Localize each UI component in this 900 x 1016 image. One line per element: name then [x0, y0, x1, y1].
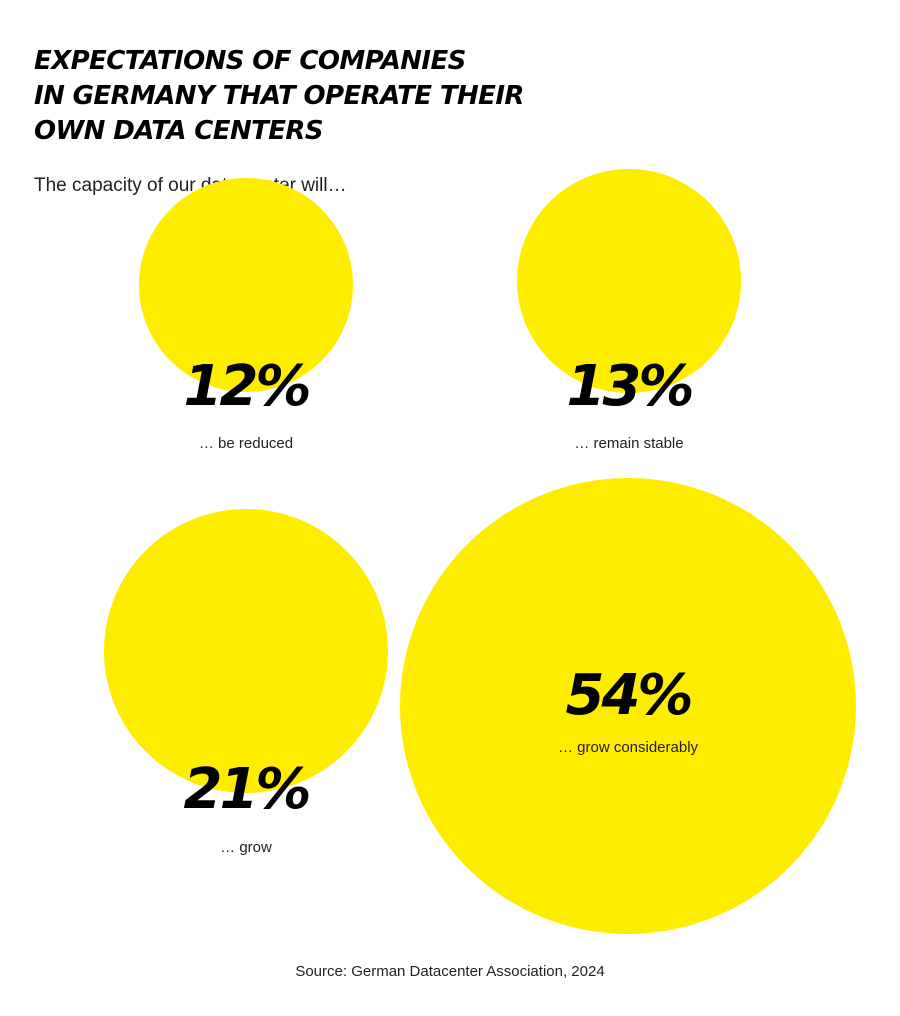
- bubble-2: [517, 169, 741, 393]
- category-label-2: … remain stable: [574, 435, 684, 452]
- value-label-2: 13%: [566, 354, 694, 419]
- value-label-1: 12%: [183, 354, 311, 419]
- bubble-3: [103, 508, 389, 794]
- chart-title-line: OWN DATA CENTERS: [34, 116, 324, 146]
- bubble-1: [138, 177, 354, 393]
- category-label-4: … grow considerably: [557, 739, 699, 756]
- category-label-1: … be reduced: [198, 435, 294, 452]
- chart-title-line: EXPECTATIONS OF COMPANIES: [34, 46, 466, 76]
- value-label-4: 54%: [565, 663, 693, 728]
- value-label-3: 21%: [183, 757, 311, 822]
- chart-title-line: IN GERMANY THAT OPERATE THEIR: [34, 81, 524, 111]
- source-note: Source: German Datacenter Association, 2…: [295, 963, 605, 980]
- category-label-3: … grow: [220, 839, 272, 856]
- bubble-4: [400, 478, 856, 934]
- chart-title: EXPECTATIONS OF COMPANIES IN GERMANY THA…: [34, 44, 654, 149]
